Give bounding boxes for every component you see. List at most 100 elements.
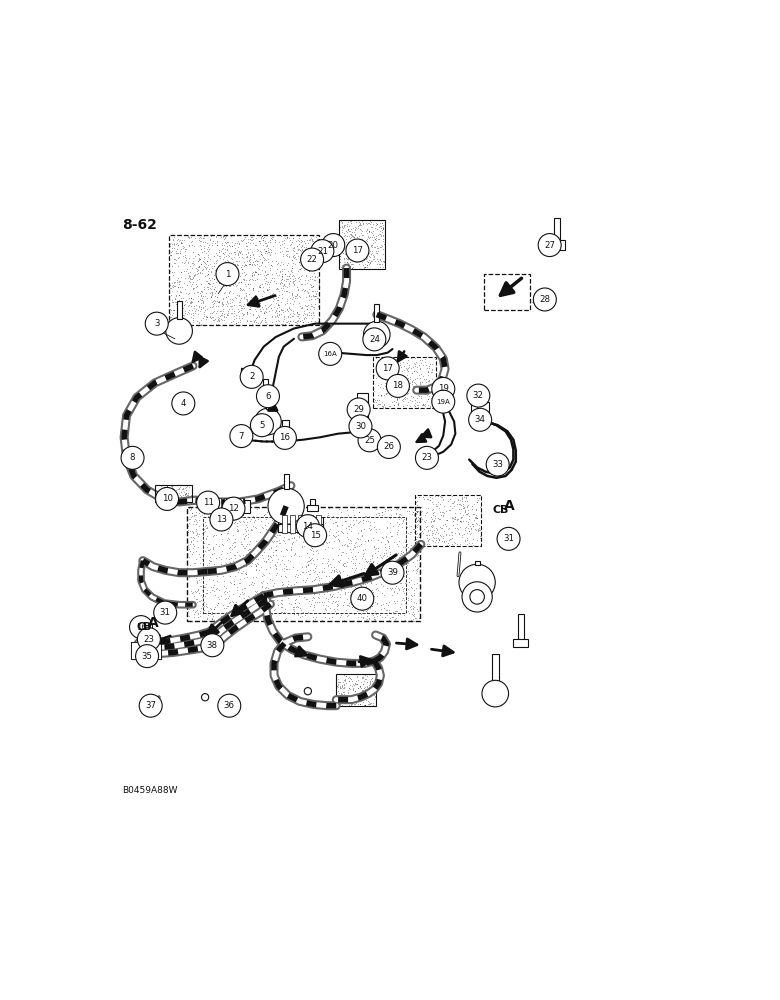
Point — [433, 511, 445, 527]
Point — [412, 560, 424, 576]
Point — [410, 520, 422, 536]
Point — [271, 267, 283, 283]
Point — [292, 269, 305, 285]
Point — [362, 566, 374, 582]
Point — [359, 212, 371, 228]
Point — [243, 251, 256, 267]
Point — [303, 598, 316, 614]
Point — [198, 251, 211, 267]
Point — [276, 304, 289, 320]
Point — [391, 514, 403, 530]
Point — [226, 266, 239, 282]
Point — [247, 264, 260, 280]
Point — [239, 566, 252, 582]
Point — [256, 255, 268, 271]
Point — [381, 548, 393, 564]
Point — [332, 584, 345, 600]
Point — [183, 511, 196, 527]
Point — [364, 695, 377, 711]
Point — [236, 604, 248, 620]
Point — [346, 576, 359, 592]
Point — [195, 241, 207, 257]
Point — [294, 271, 307, 287]
Point — [167, 305, 179, 321]
Circle shape — [121, 446, 144, 469]
Point — [211, 237, 223, 253]
Point — [273, 306, 285, 322]
Point — [272, 287, 285, 303]
Point — [292, 501, 304, 517]
Point — [267, 544, 279, 560]
Point — [370, 240, 383, 256]
Point — [183, 273, 195, 289]
Circle shape — [319, 342, 342, 365]
Point — [282, 255, 294, 271]
Point — [245, 511, 257, 527]
Point — [378, 362, 391, 378]
Point — [372, 532, 385, 548]
Point — [248, 602, 261, 618]
Point — [182, 270, 194, 286]
Point — [401, 553, 413, 569]
Point — [459, 489, 472, 505]
Circle shape — [462, 582, 492, 612]
Point — [427, 385, 439, 401]
Point — [410, 580, 423, 596]
Point — [223, 561, 236, 577]
Point — [263, 608, 275, 624]
Point — [415, 509, 427, 525]
Point — [280, 283, 292, 299]
Point — [302, 284, 314, 300]
Point — [397, 549, 410, 565]
Point — [197, 582, 209, 598]
Point — [437, 530, 449, 546]
Point — [225, 245, 238, 261]
Point — [250, 520, 262, 536]
Point — [333, 586, 346, 602]
Point — [289, 245, 302, 261]
Point — [187, 255, 200, 271]
Point — [250, 595, 262, 611]
Point — [380, 360, 392, 376]
Point — [185, 533, 197, 549]
Point — [473, 530, 486, 546]
Text: 28: 28 — [539, 295, 551, 304]
Point — [316, 520, 328, 536]
Point — [385, 560, 397, 576]
Point — [270, 542, 282, 558]
Point — [221, 234, 233, 250]
Point — [283, 278, 296, 294]
Point — [261, 238, 273, 254]
Point — [292, 306, 304, 322]
Point — [250, 271, 263, 287]
Point — [204, 276, 217, 292]
Point — [199, 273, 211, 289]
Point — [289, 595, 301, 611]
Point — [422, 386, 434, 402]
Point — [261, 237, 273, 253]
Point — [271, 261, 283, 277]
Point — [272, 508, 285, 524]
Point — [296, 539, 308, 555]
Point — [361, 560, 374, 576]
Point — [361, 231, 374, 247]
Point — [333, 694, 346, 710]
Point — [421, 532, 434, 548]
Point — [238, 531, 250, 547]
Point — [342, 597, 354, 613]
Point — [189, 555, 201, 571]
Point — [422, 397, 434, 413]
Point — [254, 257, 267, 273]
Point — [202, 249, 215, 265]
Point — [466, 516, 478, 532]
Point — [218, 244, 231, 260]
Point — [406, 360, 418, 376]
Point — [297, 239, 310, 255]
Point — [192, 253, 204, 269]
Text: 33: 33 — [492, 460, 503, 469]
Point — [256, 228, 268, 244]
Point — [429, 526, 441, 542]
Point — [410, 526, 423, 542]
Point — [332, 677, 345, 693]
Point — [294, 232, 307, 248]
